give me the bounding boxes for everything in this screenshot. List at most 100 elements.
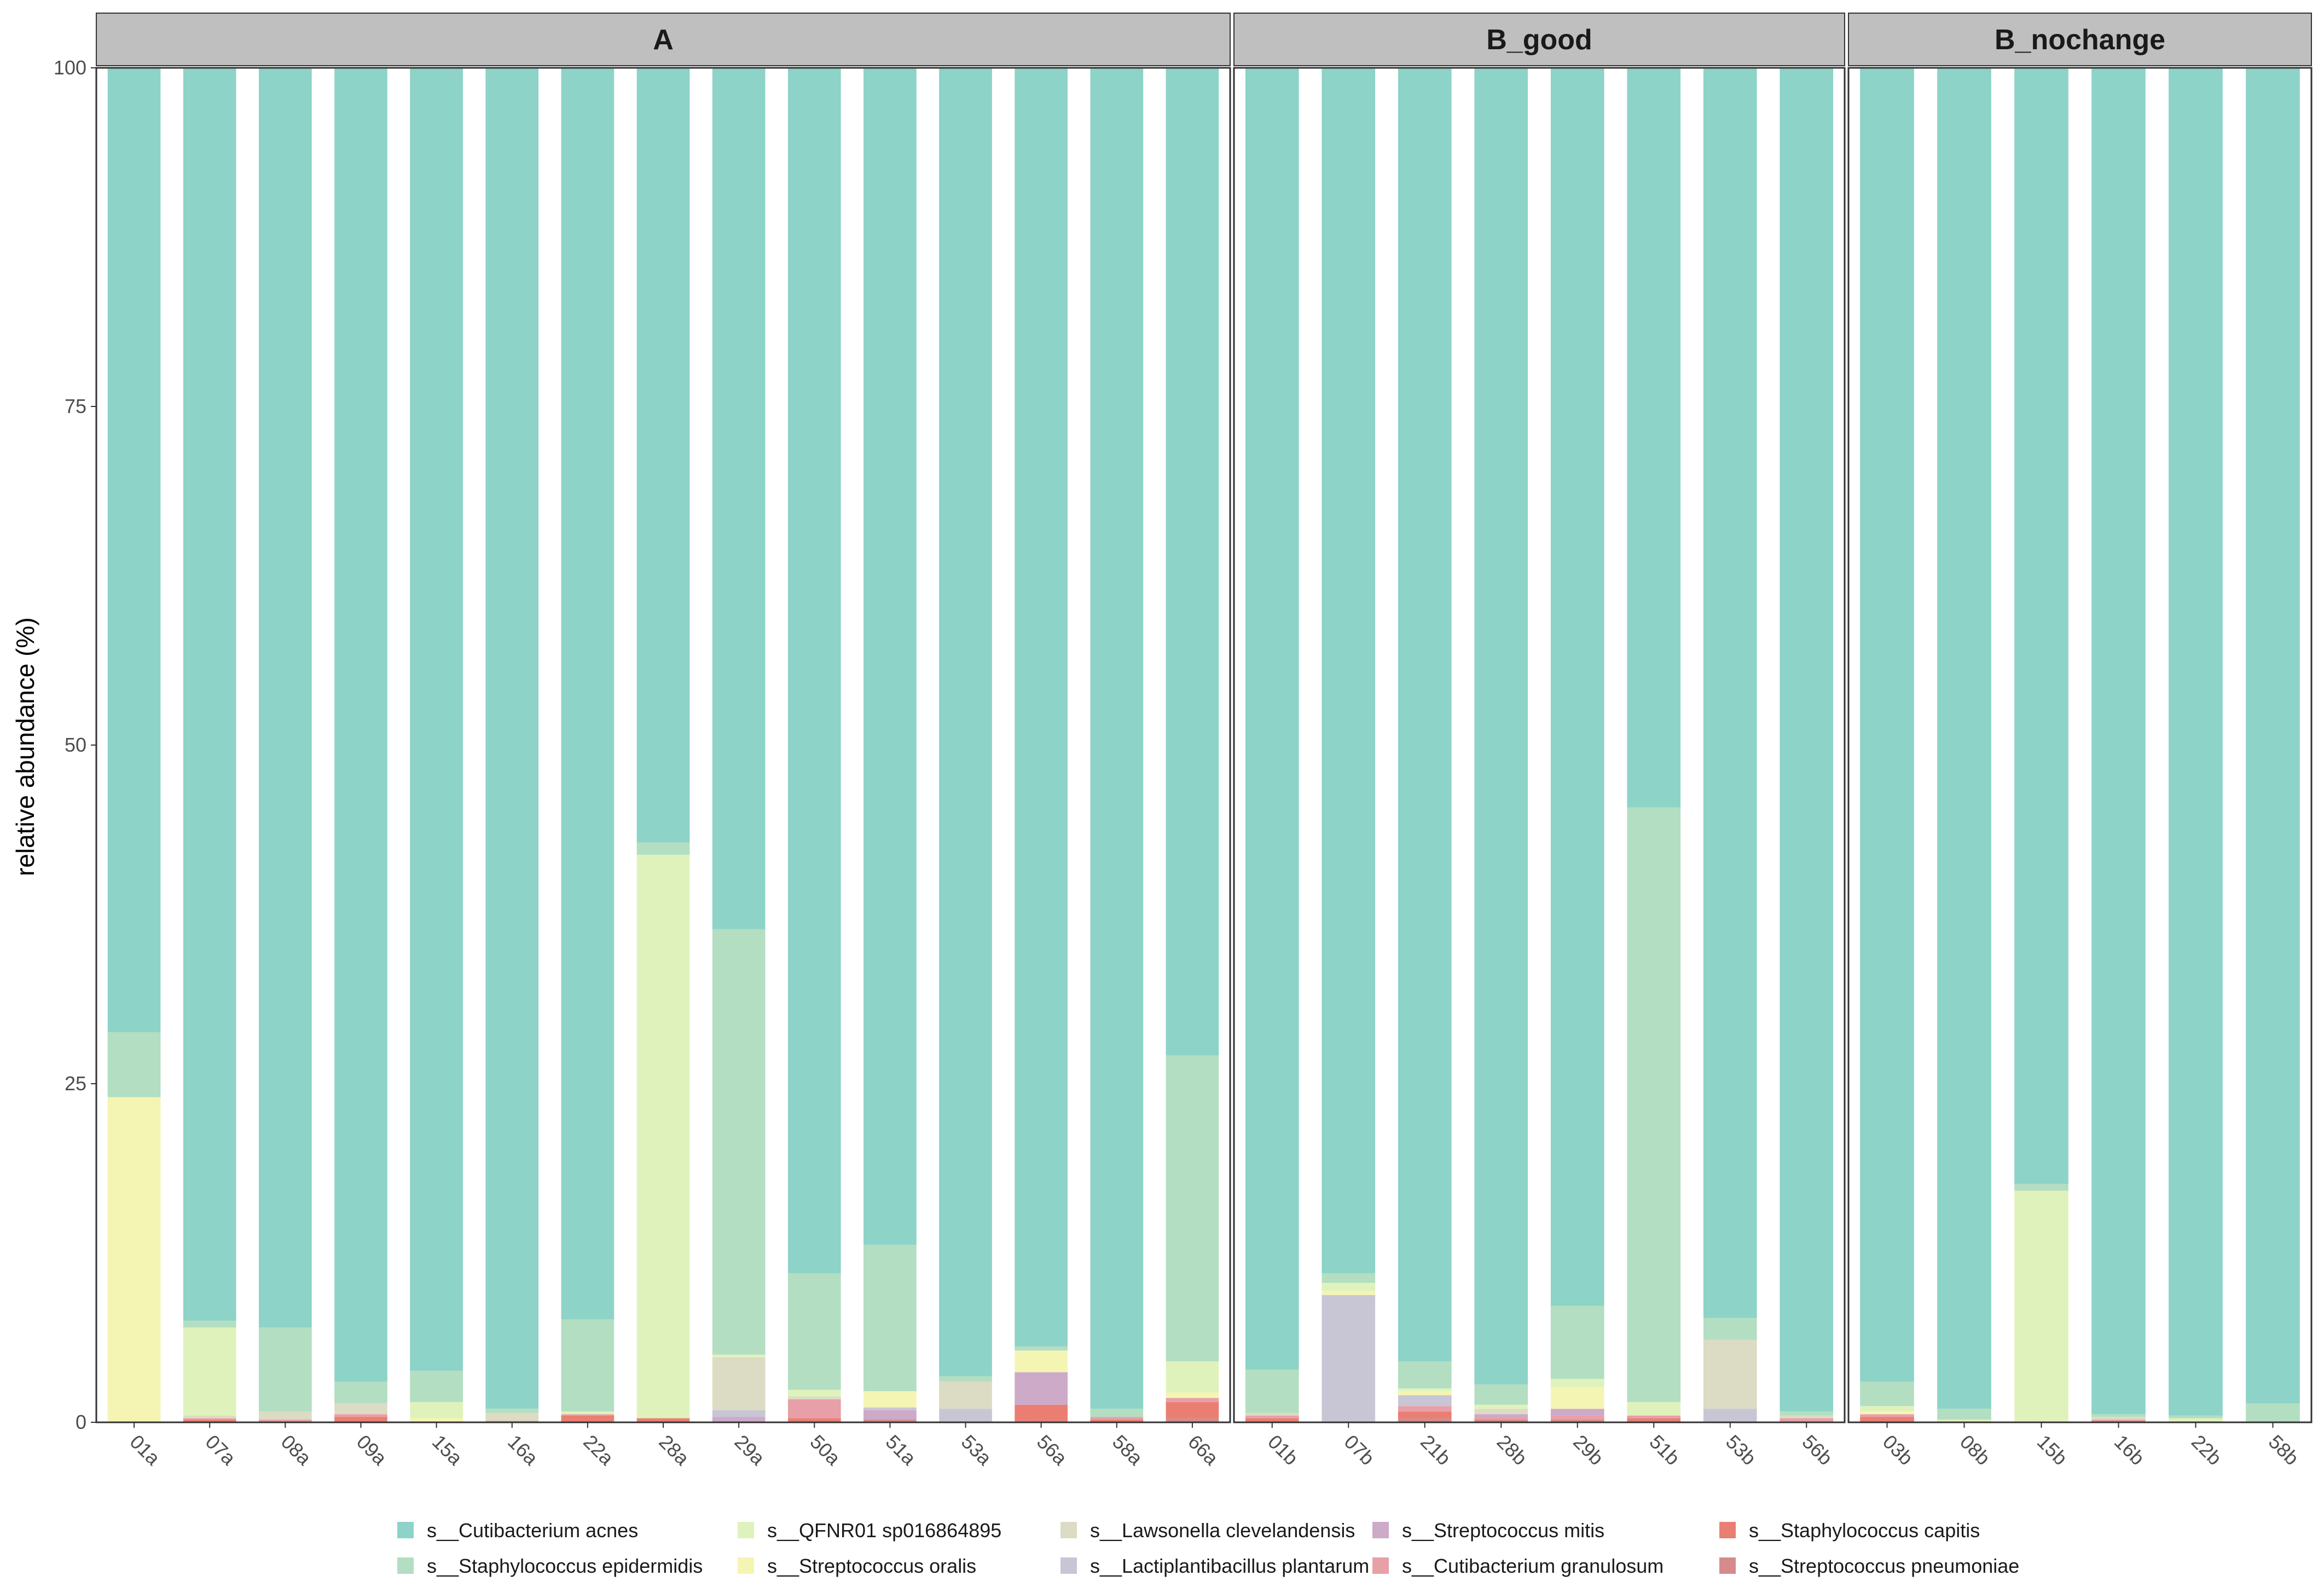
bar-segment-53b-0 <box>1703 68 1757 1318</box>
bar-segment-66a-8 <box>1166 1402 1219 1418</box>
bar-segment-58a-7 <box>1090 1417 1144 1420</box>
y-tick-label: 100 <box>54 56 86 79</box>
bar-segment-53b-1 <box>1703 1318 1757 1340</box>
bar-segment-56b-7 <box>1780 1418 1834 1422</box>
bar-segment-58a-8 <box>1090 1420 1144 1422</box>
bar-segment-56a-0 <box>1015 68 1068 1347</box>
bar-22a <box>561 68 615 1422</box>
bar-segment-66a-7 <box>1166 1398 1219 1402</box>
bar-segment-53a-4 <box>939 1381 992 1409</box>
bar-segment-29b-7 <box>1550 1415 1604 1420</box>
bar-segment-21b-3 <box>1398 1391 1452 1396</box>
bar-segment-50a-1 <box>787 1273 841 1390</box>
bar-segment-22a-8 <box>561 1415 615 1422</box>
bar-56a <box>1015 68 1068 1422</box>
bar-segment-50a-7 <box>787 1399 841 1418</box>
bar-segment-56b-0 <box>1780 68 1834 1412</box>
bar-07a <box>183 68 236 1422</box>
legend-item: s__Streptococcus oralis <box>738 1555 976 1577</box>
bar-segment-51b-1 <box>1627 807 1681 1402</box>
bar-segment-03b-0 <box>1860 68 1914 1382</box>
legend-key <box>738 1522 754 1538</box>
legend-item: s__Lactiplantibacillus plantarum <box>1060 1555 1369 1577</box>
bar-segment-58a-0 <box>1090 68 1144 1409</box>
bar-segment-22a-0 <box>561 68 615 1319</box>
legend-label: s__Streptococcus oralis <box>767 1555 976 1577</box>
bar-segment-53a-1 <box>939 1376 992 1382</box>
bar-09a <box>334 68 387 1422</box>
legend-label: s__Cutibacterium granulosum <box>1402 1555 1664 1577</box>
bar-segment-03b-1 <box>1860 1381 1914 1406</box>
bar-segment-28b-7 <box>1474 1417 1528 1420</box>
bar-segment-15b-2 <box>2014 1190 2068 1422</box>
bar-66a <box>1166 68 1219 1422</box>
bar-segment-03b-8 <box>1860 1417 1914 1422</box>
bar-segment-16b-7 <box>2091 1420 2146 1421</box>
bar-51b <box>1627 68 1681 1422</box>
bar-segment-16b-4 <box>2091 1417 2146 1420</box>
bar-segment-16a-4 <box>485 1412 539 1421</box>
legend-item: s__Streptococcus mitis <box>1372 1519 1604 1542</box>
legend-key <box>1719 1557 1736 1574</box>
bar-segment-29a-1 <box>712 929 766 1355</box>
facet-strip <box>96 13 1231 66</box>
bar-56b <box>1780 68 1834 1422</box>
legend-item: s__Staphylococcus capitis <box>1719 1519 1980 1542</box>
legend-item: s__QFNR01 sp016864895 <box>738 1519 1001 1542</box>
bar-segment-51a-3 <box>863 1391 917 1408</box>
bar-segment-03b-3 <box>1860 1411 1914 1415</box>
facet-strip <box>1848 13 2312 66</box>
bar-28a <box>636 68 690 1422</box>
bar-segment-09a-8 <box>334 1417 387 1422</box>
bar-segment-22a-2 <box>561 1411 615 1415</box>
bar-segment-08a-1 <box>258 1327 312 1412</box>
bar-51a <box>863 68 917 1422</box>
bar-segment-16b-1 <box>2091 1414 2146 1417</box>
facet-strip-label: A <box>653 24 674 56</box>
bar-segment-21b-8 <box>1398 1411 1452 1418</box>
y-tick-label: 0 <box>76 1411 86 1433</box>
panel-border <box>1847 67 2313 1423</box>
bar-segment-07b-5 <box>1322 1295 1376 1422</box>
bar-segment-01a-1 <box>107 1032 161 1097</box>
bar-08a <box>258 68 312 1422</box>
bar-segment-28a-8 <box>636 1418 690 1422</box>
bar-segment-29a-0 <box>712 68 766 929</box>
bar-segment-66a-1 <box>1166 1055 1219 1362</box>
bar-segment-07a-2 <box>183 1327 236 1416</box>
legend-item: s__Cutibacterium granulosum <box>1372 1555 1664 1577</box>
panel-background <box>1848 68 2311 1422</box>
bar-50a <box>787 68 841 1422</box>
bar-segment-28b-9 <box>1474 1420 1528 1422</box>
legend-label: s__Staphylococcus epidermidis <box>427 1555 703 1577</box>
bar-53b <box>1703 68 1757 1422</box>
bar-segment-29a-4 <box>712 1357 766 1410</box>
bar-segment-56a-8 <box>1015 1404 1068 1421</box>
bar-segment-21b-2 <box>1398 1388 1452 1392</box>
bar-segment-01b-0 <box>1245 68 1299 1370</box>
bar-segment-03b-7 <box>1860 1414 1914 1417</box>
bar-segment-22b-0 <box>2169 68 2223 1416</box>
bar-segment-56a-3 <box>1015 1350 1068 1373</box>
legend-key <box>1060 1522 1077 1538</box>
bar-segment-08b-2 <box>1937 1420 1991 1422</box>
bar-segment-07b-3 <box>1322 1290 1376 1295</box>
bar-01a <box>107 68 161 1422</box>
bar-segment-07a-7 <box>183 1418 236 1420</box>
bar-segment-15a-2 <box>410 1402 463 1418</box>
bar-segment-15a-0 <box>410 68 463 1371</box>
bar-15a <box>410 68 463 1422</box>
bar-28b <box>1474 68 1528 1422</box>
bar-segment-07b-1 <box>1322 1273 1376 1283</box>
bar-segment-51b-0 <box>1627 68 1681 807</box>
bar-segment-22b-2 <box>2169 1418 2223 1422</box>
bar-segment-29b-9 <box>1550 1420 1604 1422</box>
bar-segment-22a-7 <box>561 1414 615 1416</box>
bar-segment-51a-6 <box>863 1410 917 1420</box>
bar-segment-29b-6 <box>1550 1409 1604 1416</box>
bar-segment-58b-1 <box>2246 1403 2300 1422</box>
bar-segment-66a-9 <box>1166 1418 1219 1422</box>
legend-key <box>1060 1557 1077 1574</box>
